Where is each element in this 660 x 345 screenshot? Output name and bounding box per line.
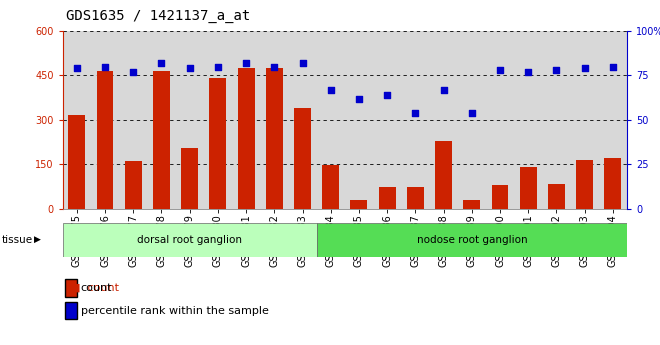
Text: ■  count: ■ count: [63, 283, 119, 293]
Bar: [63, 223, 317, 257]
Point: [156, 60, 167, 66]
Point: [410, 110, 420, 116]
Text: dorsal root ganglion: dorsal root ganglion: [137, 235, 242, 245]
Point: [438, 87, 449, 92]
Text: tissue: tissue: [1, 235, 32, 245]
Bar: [96, 71, 114, 209]
Point: [269, 64, 280, 69]
Point: [213, 64, 223, 69]
Point: [184, 66, 195, 71]
Text: nodose root ganglion: nodose root ganglion: [416, 235, 527, 245]
Bar: [379, 187, 395, 209]
Bar: [548, 185, 565, 209]
Bar: [266, 68, 282, 209]
Point: [128, 69, 139, 75]
Point: [100, 64, 110, 69]
Bar: [463, 200, 480, 209]
Bar: [317, 223, 627, 257]
Bar: [407, 187, 424, 209]
Bar: [520, 167, 537, 209]
Point: [241, 60, 251, 66]
Bar: [492, 185, 508, 209]
Text: GDS1635 / 1421137_a_at: GDS1635 / 1421137_a_at: [66, 9, 250, 23]
Point: [495, 67, 506, 73]
Bar: [209, 78, 226, 209]
Bar: [294, 108, 311, 209]
Bar: [322, 165, 339, 209]
Point: [579, 66, 590, 71]
Bar: [125, 161, 142, 209]
Point: [382, 92, 393, 98]
Bar: [576, 160, 593, 209]
Bar: [435, 141, 452, 209]
Bar: [238, 68, 255, 209]
Text: ▶: ▶: [34, 235, 41, 244]
Bar: [153, 71, 170, 209]
Point: [551, 67, 562, 73]
Point: [523, 69, 533, 75]
Point: [354, 96, 364, 101]
Point: [608, 64, 618, 69]
Text: percentile rank within the sample: percentile rank within the sample: [81, 306, 269, 315]
Point: [467, 110, 477, 116]
Bar: [605, 158, 621, 209]
Point: [325, 87, 336, 92]
Point: [71, 66, 82, 71]
Point: [297, 60, 308, 66]
Bar: [350, 200, 368, 209]
Bar: [182, 148, 198, 209]
Bar: [69, 116, 85, 209]
Text: count: count: [81, 283, 112, 293]
